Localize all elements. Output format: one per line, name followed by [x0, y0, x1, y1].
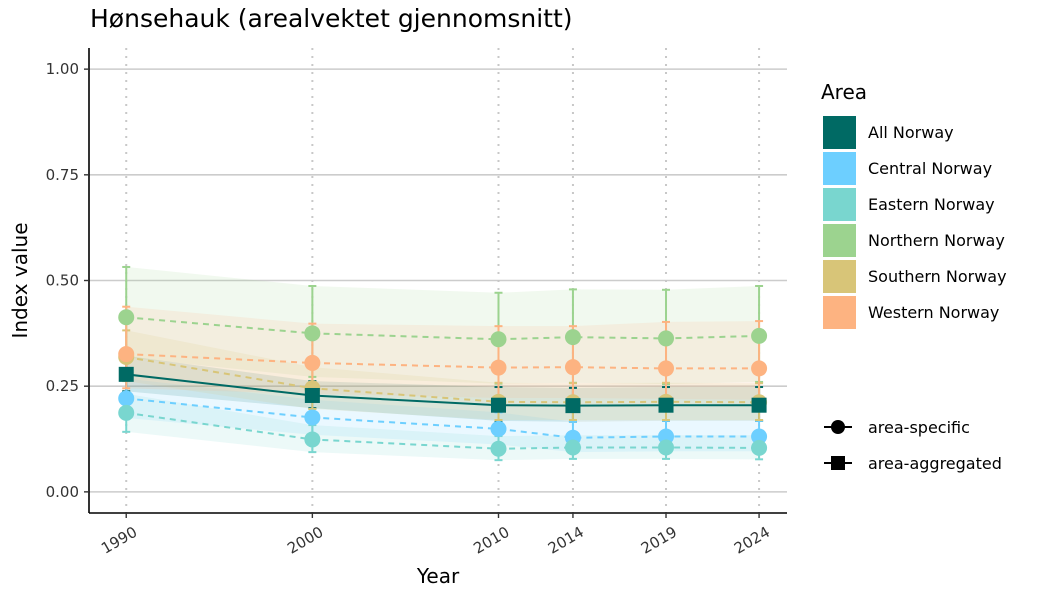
- data-point-circle: [751, 360, 768, 377]
- x-axis-title: Year: [416, 564, 460, 588]
- legend-swatch: [823, 152, 856, 185]
- legend-swatch: [823, 224, 856, 257]
- legend-label: Central Norway: [868, 159, 992, 178]
- legend-label: Southern Norway: [868, 267, 1007, 286]
- data-point-circle: [304, 325, 321, 342]
- data-point-square: [118, 366, 134, 382]
- line-eastern-norway: [126, 411, 760, 450]
- legend-label: Northern Norway: [868, 231, 1005, 250]
- line-southern-norway: [126, 356, 760, 404]
- chart-title: Hønsehauk (arealvektet gjennomsnitt): [90, 4, 573, 33]
- gridlines: [89, 48, 787, 513]
- line-northern-norway: [126, 316, 760, 341]
- data-point-circle: [658, 330, 675, 347]
- x-tick-label: 2024: [731, 523, 773, 558]
- data-point-circle: [751, 428, 768, 445]
- data-point-square: [751, 397, 767, 413]
- shape-legend-label: area-aggregated: [868, 454, 1002, 473]
- y-tick-label: 1.00: [46, 60, 79, 78]
- data-point-circle: [304, 354, 321, 371]
- data-point-circle: [658, 360, 675, 377]
- legend-title: Area: [821, 80, 867, 104]
- line-central-norway: [126, 397, 760, 439]
- legend-swatch: [823, 116, 856, 149]
- data-point-circle: [304, 409, 321, 426]
- data-point-circle: [658, 428, 675, 445]
- legend-label: Western Norway: [868, 303, 999, 322]
- x-tick-label: 2010: [470, 523, 512, 558]
- x-tick-label: 2014: [545, 523, 587, 558]
- series-lines: [126, 316, 760, 450]
- ribbon-southern-norway: [126, 330, 760, 420]
- data-point-circle: [490, 440, 507, 457]
- x-tick-label: 2019: [638, 523, 680, 558]
- data-point-square: [565, 398, 581, 414]
- data-point-square: [490, 397, 506, 413]
- data-point-circle: [490, 359, 507, 376]
- data-point-square: [658, 397, 674, 413]
- line-all-norway: [126, 373, 760, 407]
- data-point-circle: [118, 390, 135, 407]
- line-western-norway: [126, 353, 760, 370]
- y-tick-label: 0.00: [46, 483, 79, 501]
- legend-swatch: [823, 296, 856, 329]
- ribbon-eastern-norway: [126, 393, 760, 461]
- data-point-circle: [118, 309, 135, 326]
- data-point-circle: [658, 439, 675, 456]
- y-tick-label: 0.75: [46, 166, 79, 184]
- legend-swatch: [823, 260, 856, 293]
- x-tick-label: 1990: [98, 523, 140, 558]
- x-tick-label: 2000: [284, 523, 326, 558]
- y-tick-label: 0.50: [46, 272, 79, 290]
- data-point-circle: [751, 439, 768, 456]
- data-point-circle: [751, 327, 768, 344]
- data-point-circle: [118, 346, 135, 363]
- data-point-circle: [564, 329, 581, 346]
- confidence-ribbons: [126, 266, 760, 461]
- data-point-circle: [490, 331, 507, 348]
- ribbon-central-norway: [126, 378, 760, 453]
- y-tick-label: 0.25: [46, 377, 79, 395]
- data-point-circle: [304, 431, 321, 448]
- data-point-square: [304, 387, 320, 403]
- data-point-circle: [564, 439, 581, 456]
- legend-label: Eastern Norway: [868, 195, 995, 214]
- data-point-circle: [118, 404, 135, 421]
- shape-legend-square: [831, 456, 845, 470]
- data-point-circle: [564, 359, 581, 376]
- shape-legend-label: area-specific: [868, 418, 970, 437]
- series-markers: [118, 309, 768, 457]
- legend-swatch: [823, 188, 856, 221]
- ribbon-northern-norway: [126, 266, 760, 385]
- y-axis-title: Index value: [8, 222, 32, 338]
- legend-label: All Norway: [868, 123, 954, 142]
- data-point-circle: [490, 420, 507, 437]
- shape-legend-circle: [831, 420, 845, 434]
